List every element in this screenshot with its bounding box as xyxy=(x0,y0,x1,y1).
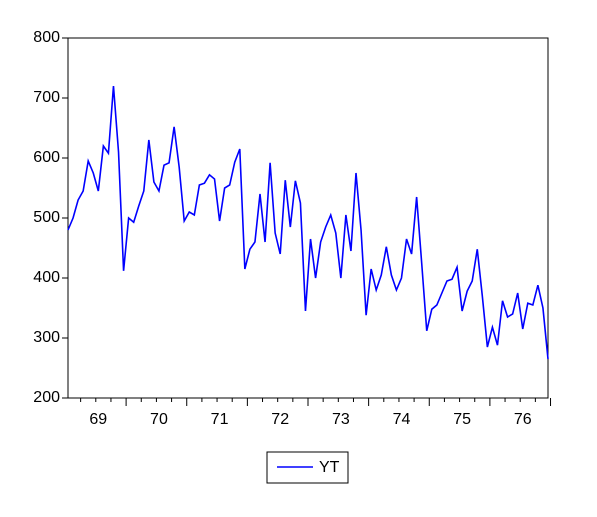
x-tick-label: 72 xyxy=(271,411,289,428)
y-tick-label: 200 xyxy=(33,389,60,406)
y-tick-label: 800 xyxy=(33,29,60,46)
x-tick-label: 71 xyxy=(211,411,229,428)
x-tick-label: 69 xyxy=(89,411,107,428)
x-tick-label: 75 xyxy=(453,411,471,428)
y-tick-label: 700 xyxy=(33,89,60,106)
y-tick-label: 300 xyxy=(33,329,60,346)
series-line xyxy=(67,85,549,360)
legend-label: YT xyxy=(319,459,340,476)
x-tick-label: 70 xyxy=(150,411,168,428)
y-tick-label: 500 xyxy=(33,209,60,226)
y-tick-label: 400 xyxy=(33,269,60,286)
x-tick-label: 73 xyxy=(332,411,350,428)
plot-frame xyxy=(67,37,549,399)
x-tick-label: 74 xyxy=(393,411,411,428)
y-tick-label: 600 xyxy=(33,149,60,166)
x-tick-label: 76 xyxy=(514,411,532,428)
